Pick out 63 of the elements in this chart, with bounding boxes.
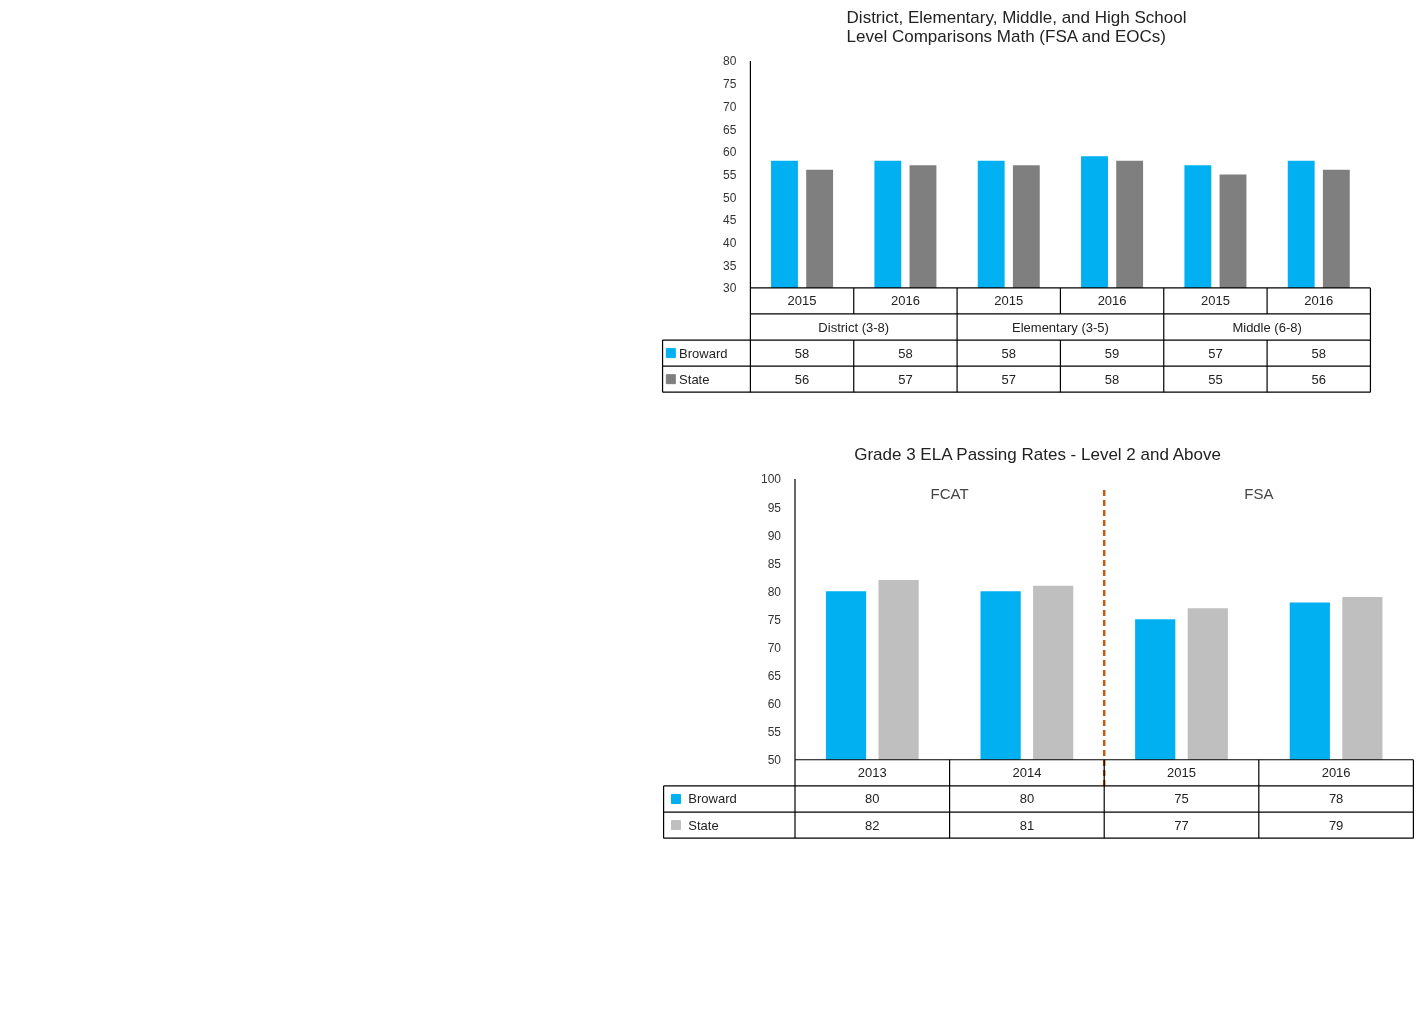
y-tick-label: 65 — [723, 122, 737, 137]
y-tick-label: 95 — [767, 500, 782, 515]
x-tick-label: 2013 — [857, 765, 887, 781]
x-tick-label: 2016 — [1097, 293, 1127, 309]
x-tick-label: 2016 — [890, 293, 920, 309]
x-tick-label: 2016 — [1321, 765, 1351, 781]
x-tick-label: 2015 — [1167, 765, 1196, 781]
legend-label: Broward — [679, 345, 728, 361]
y-tick-label: 60 — [767, 697, 782, 712]
legend-label: State — [688, 817, 719, 833]
y-tick-label: 50 — [723, 190, 737, 205]
y-tick-label: 60 — [723, 145, 737, 160]
data-label: 57 — [898, 371, 913, 387]
x-tick-label: 2015 — [1200, 293, 1230, 309]
data-label: 58 — [1311, 345, 1326, 361]
data-label: 57 — [1208, 345, 1223, 361]
x-tick-label: 2015 — [787, 293, 817, 309]
data-label: 78 — [1328, 791, 1344, 807]
annotation: FSA — [1244, 484, 1274, 502]
y-tick-label: 75 — [767, 612, 782, 627]
y-tick-label: 30 — [723, 281, 737, 296]
y-tick-label: 70 — [767, 640, 782, 655]
x-tick-label: 2016 — [1304, 293, 1334, 309]
y-tick-label: 90 — [767, 528, 782, 543]
y-tick-label: 35 — [723, 258, 737, 273]
data-label: 80 — [1019, 791, 1035, 807]
y-tick-label: 45 — [723, 213, 737, 228]
x-tick-label: 2014 — [1012, 765, 1042, 781]
chart-title: District, Elementary, Middle, and High School Level Comparisons Math (FSA and EOCs) — [846, 7, 1187, 46]
y-tick-label: 85 — [767, 556, 782, 571]
data-label: 56 — [794, 371, 810, 387]
y-tick-label: 65 — [767, 669, 782, 684]
legend-label: Broward — [688, 791, 737, 807]
data-label: 59 — [1104, 345, 1120, 361]
text: Elementary (3-5) — [1012, 319, 1109, 335]
data-label: 58 — [898, 345, 913, 361]
y-tick-label: 55 — [723, 167, 737, 182]
data-label: 56 — [1311, 371, 1326, 387]
data-label: 81 — [1019, 817, 1035, 833]
y-tick-label: 75 — [723, 77, 737, 92]
data-label: 55 — [1208, 371, 1223, 387]
y-tick-label: 40 — [723, 236, 737, 250]
text: District (3-8) — [818, 319, 890, 335]
y-tick-label: 70 — [723, 99, 737, 114]
data-label: 58 — [794, 345, 810, 361]
y-tick-label: 100 — [760, 472, 782, 487]
data-label: 75 — [1174, 791, 1189, 807]
chart-title: Grade 3 ELA Passing Rates - Level 2 and Above — [854, 444, 1221, 464]
data-label: 58 — [1001, 345, 1016, 361]
y-tick-label: 80 — [767, 584, 782, 599]
legend-label: State — [679, 371, 710, 387]
data-label: 58 — [1104, 371, 1120, 387]
y-tick-label: 55 — [767, 725, 782, 740]
data-label: 77 — [1174, 817, 1189, 833]
text: Middle (6-8) — [1232, 319, 1302, 335]
data-label: 79 — [1328, 817, 1344, 833]
data-label: 80 — [865, 791, 880, 807]
x-tick-label: 2015 — [994, 293, 1024, 309]
y-tick-label: 80 — [723, 54, 737, 69]
data-label: 82 — [865, 817, 880, 833]
annotation: FCAT — [930, 484, 969, 502]
y-tick-label: 50 — [767, 753, 782, 768]
data-label: 57 — [1001, 371, 1016, 387]
